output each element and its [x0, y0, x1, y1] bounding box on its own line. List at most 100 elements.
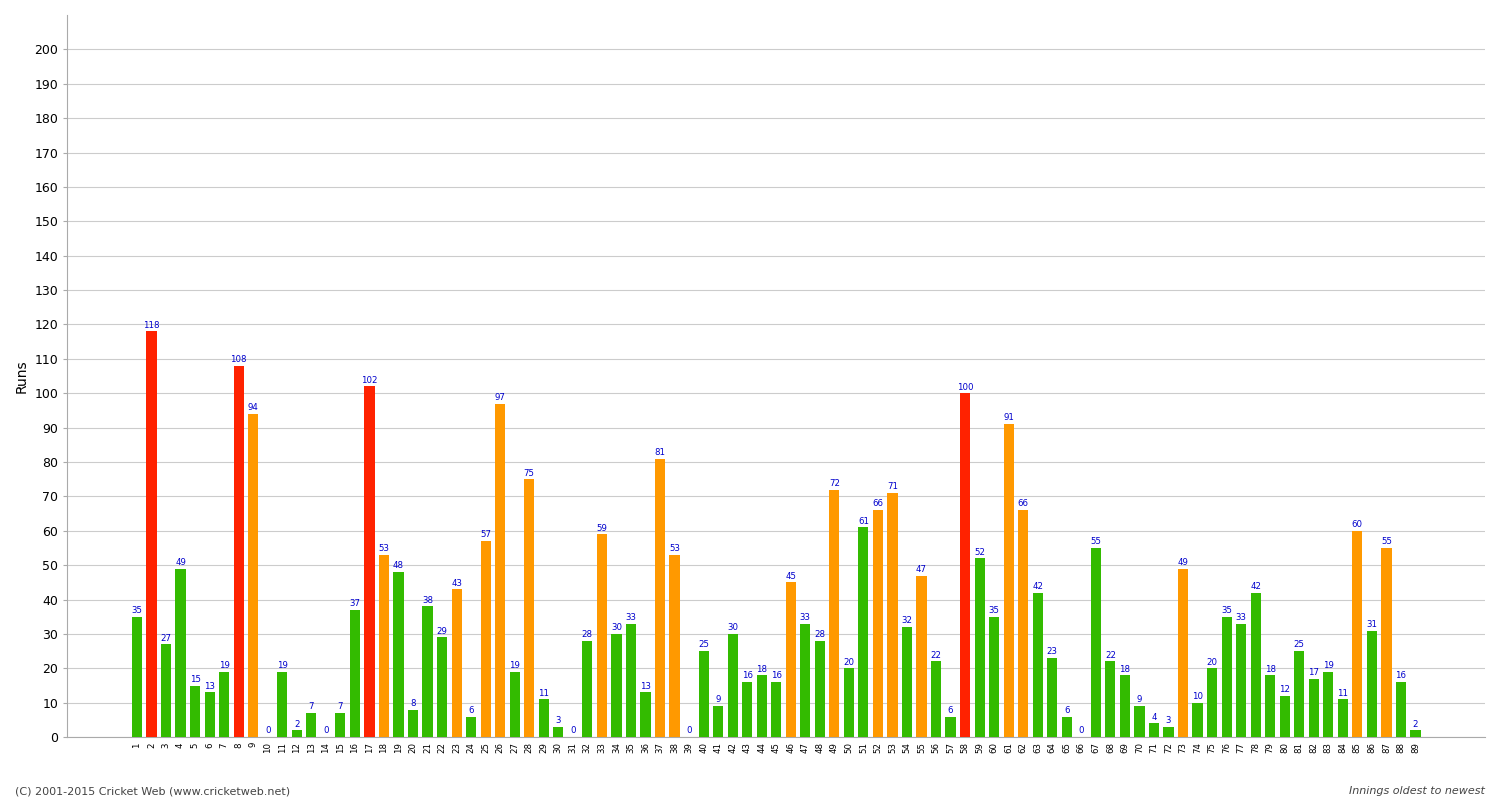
Text: 48: 48 — [393, 562, 404, 570]
Text: 45: 45 — [786, 572, 796, 581]
Text: 66: 66 — [873, 499, 883, 509]
Text: 81: 81 — [654, 448, 666, 457]
Bar — [932, 662, 940, 737]
Text: 0: 0 — [322, 726, 328, 735]
Bar — [1149, 723, 1160, 737]
Bar — [1120, 675, 1130, 737]
Bar — [699, 651, 708, 737]
Bar — [626, 624, 636, 737]
Bar — [538, 699, 549, 737]
Text: 42: 42 — [1032, 582, 1042, 591]
Bar — [132, 617, 142, 737]
Text: 72: 72 — [830, 479, 840, 488]
Text: 29: 29 — [436, 626, 447, 636]
Bar — [1280, 696, 1290, 737]
Bar — [756, 675, 766, 737]
Text: 9: 9 — [716, 695, 722, 705]
Text: 91: 91 — [1004, 414, 1014, 422]
Bar — [960, 394, 970, 737]
Bar — [554, 727, 564, 737]
Bar — [278, 672, 288, 737]
Text: 12: 12 — [1280, 685, 1290, 694]
Text: 55: 55 — [1090, 538, 1101, 546]
Text: 35: 35 — [988, 606, 999, 615]
Bar — [1366, 630, 1377, 737]
Bar — [336, 713, 345, 737]
Bar — [844, 668, 853, 737]
Text: 7: 7 — [338, 702, 344, 711]
Text: 43: 43 — [452, 578, 462, 587]
Text: 2: 2 — [294, 719, 300, 729]
Text: 71: 71 — [886, 482, 898, 491]
Text: 60: 60 — [1352, 520, 1364, 529]
Text: 16: 16 — [1395, 671, 1407, 680]
Bar — [742, 682, 753, 737]
Text: 11: 11 — [1338, 689, 1348, 698]
Bar — [888, 493, 897, 737]
Bar — [1178, 569, 1188, 737]
Bar — [728, 634, 738, 737]
Text: 13: 13 — [204, 682, 214, 690]
Text: 16: 16 — [741, 671, 753, 680]
Bar — [1106, 662, 1116, 737]
Text: 15: 15 — [189, 675, 201, 684]
Bar — [1208, 668, 1216, 737]
Bar — [1134, 706, 1144, 737]
Bar — [234, 366, 244, 737]
Text: 57: 57 — [480, 530, 490, 539]
Bar — [975, 558, 984, 737]
Bar — [350, 610, 360, 737]
Bar — [582, 641, 592, 737]
Text: 35: 35 — [132, 606, 142, 615]
Text: 9: 9 — [1137, 695, 1142, 705]
Bar — [510, 672, 520, 737]
Text: 100: 100 — [957, 382, 974, 391]
Bar — [147, 331, 156, 737]
Bar — [1004, 424, 1014, 737]
Text: 19: 19 — [510, 661, 520, 670]
Text: 37: 37 — [350, 599, 360, 608]
Text: 28: 28 — [582, 630, 592, 639]
Bar — [800, 624, 810, 737]
Text: 55: 55 — [1382, 538, 1392, 546]
Text: 42: 42 — [1250, 582, 1262, 591]
Bar — [815, 641, 825, 737]
Text: 7: 7 — [309, 702, 314, 711]
Bar — [669, 555, 680, 737]
Bar — [612, 634, 621, 737]
Bar — [219, 672, 230, 737]
Bar — [1032, 593, 1042, 737]
Text: 61: 61 — [858, 517, 868, 526]
Text: 13: 13 — [640, 682, 651, 690]
Text: 97: 97 — [495, 393, 506, 402]
Text: 6: 6 — [948, 706, 954, 714]
Text: 18: 18 — [1264, 665, 1275, 674]
Bar — [408, 710, 419, 737]
Bar — [1192, 702, 1203, 737]
Bar — [1251, 593, 1262, 737]
Bar — [524, 479, 534, 737]
Bar — [1410, 730, 1420, 737]
Text: 33: 33 — [626, 613, 636, 622]
Bar — [1019, 510, 1029, 737]
Text: 23: 23 — [1047, 647, 1058, 656]
Text: 3: 3 — [555, 716, 561, 725]
Bar — [190, 686, 200, 737]
Bar — [1264, 675, 1275, 737]
Text: 0: 0 — [687, 726, 692, 735]
Text: 22: 22 — [1106, 650, 1116, 660]
Bar — [656, 458, 664, 737]
Bar — [291, 730, 302, 737]
Text: 38: 38 — [422, 596, 434, 605]
Bar — [945, 717, 956, 737]
Text: 47: 47 — [916, 565, 927, 574]
Bar — [830, 490, 840, 737]
Text: 53: 53 — [378, 544, 390, 553]
Bar — [1062, 717, 1072, 737]
Bar — [452, 590, 462, 737]
Text: 30: 30 — [728, 623, 738, 632]
Text: Innings oldest to newest: Innings oldest to newest — [1348, 786, 1485, 796]
Bar — [1382, 548, 1392, 737]
Text: 35: 35 — [1221, 606, 1232, 615]
Text: 22: 22 — [930, 650, 942, 660]
